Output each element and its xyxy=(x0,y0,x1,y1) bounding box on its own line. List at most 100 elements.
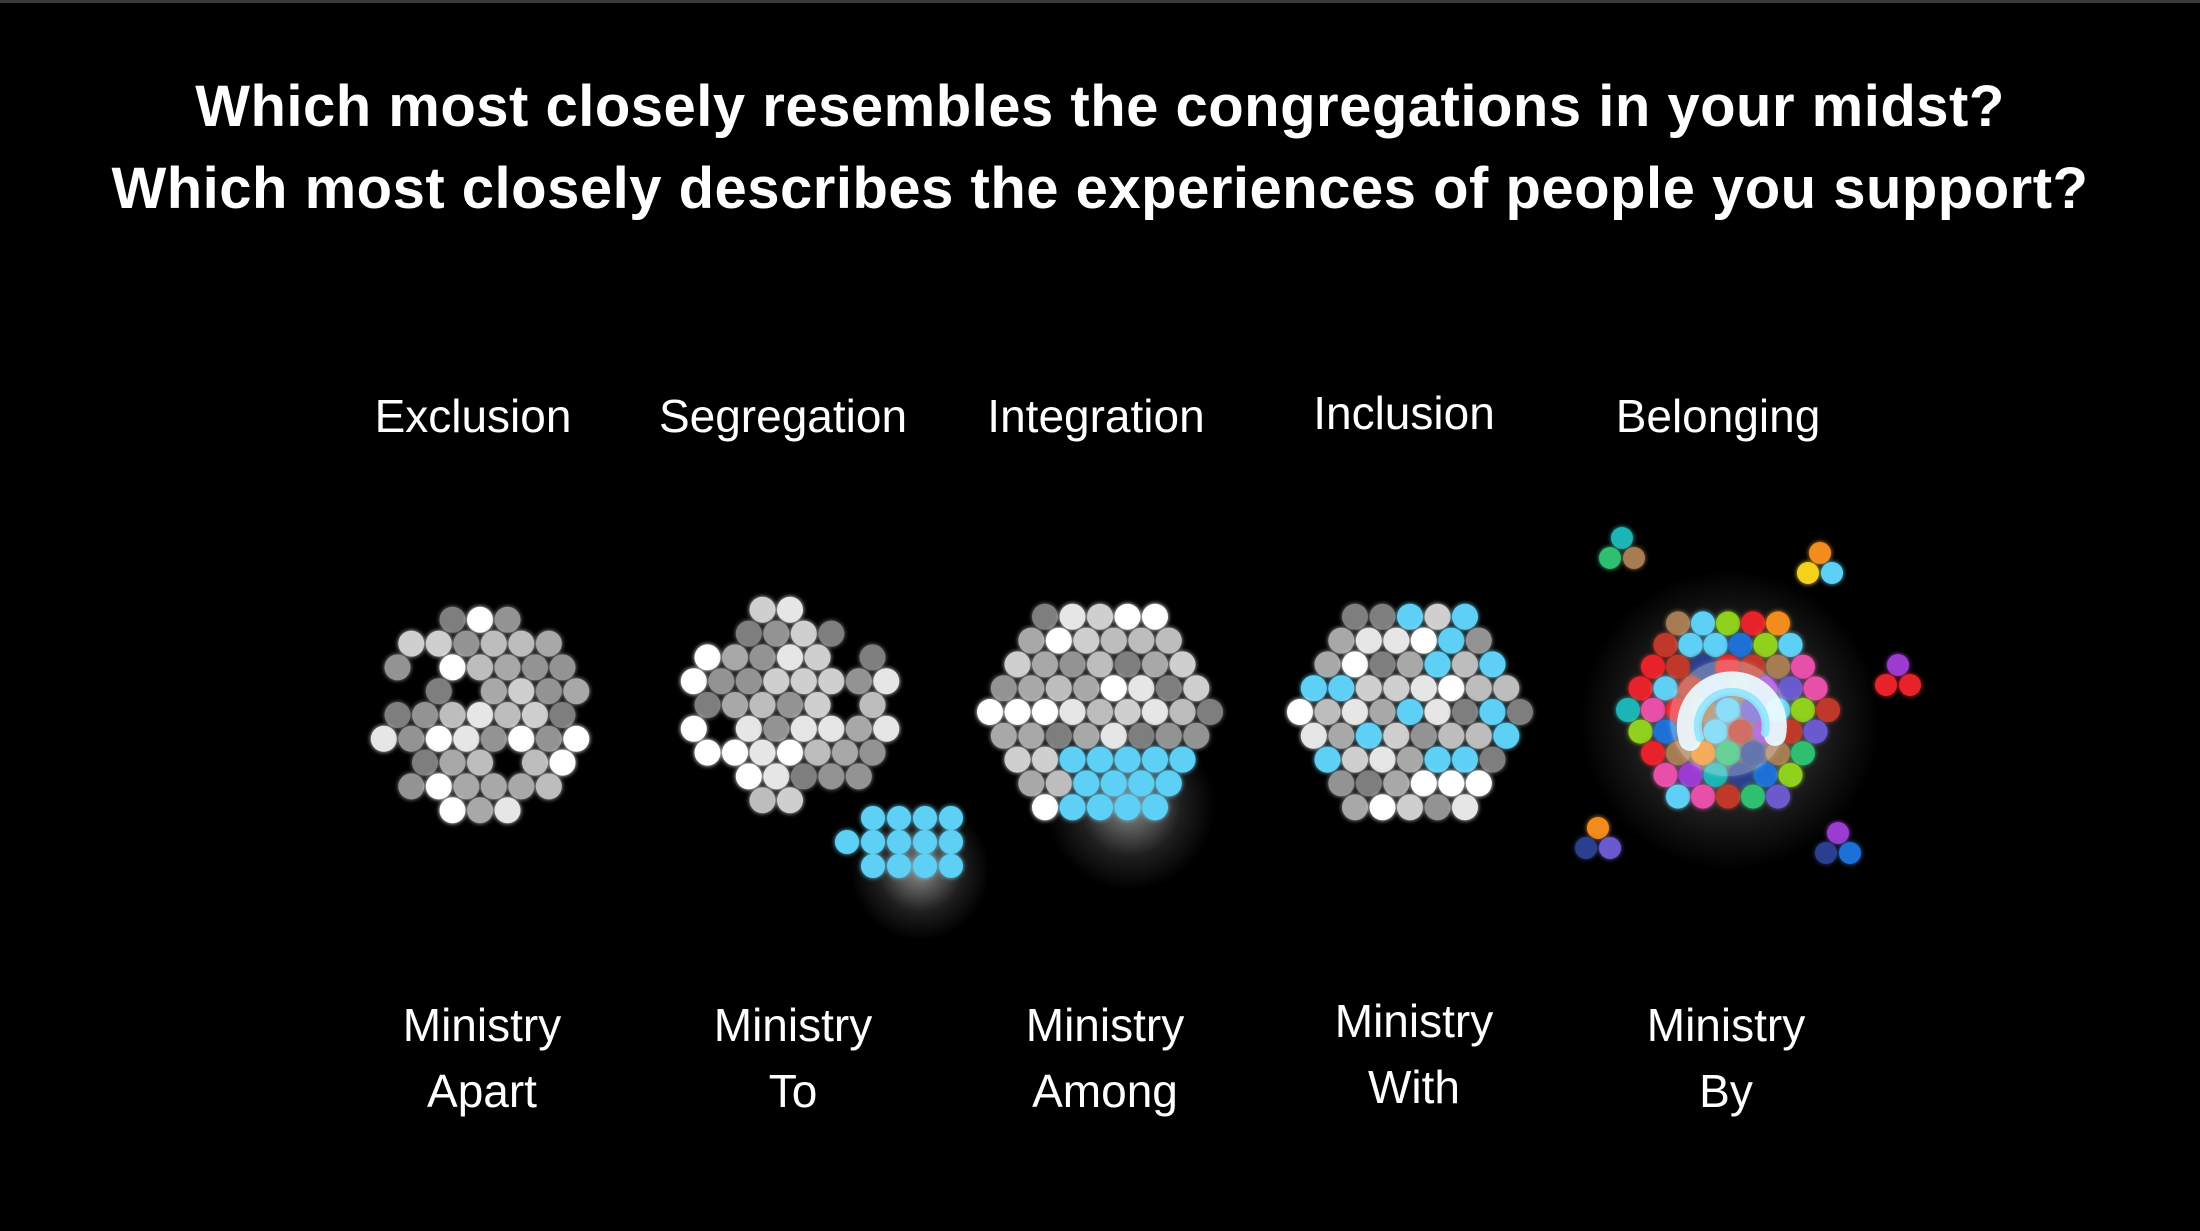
dot-color xyxy=(1599,837,1621,859)
dot-blue xyxy=(1479,651,1506,678)
dot-gray xyxy=(1369,651,1396,678)
dot-gray xyxy=(1465,722,1492,749)
dot-color xyxy=(1839,842,1861,864)
dot-gray xyxy=(804,739,831,766)
dot-gray xyxy=(1383,675,1410,702)
dot-gray xyxy=(1438,770,1465,797)
dot-gray xyxy=(777,596,803,623)
dot-gray xyxy=(749,787,776,814)
dot-gray xyxy=(735,668,762,695)
dot-gray xyxy=(1128,722,1155,749)
dot-gray xyxy=(453,773,480,800)
dot-blue xyxy=(1087,746,1113,773)
dot-color xyxy=(1887,654,1909,676)
dot-blue xyxy=(1397,699,1423,725)
dot-gray xyxy=(1424,603,1451,630)
dot-gray xyxy=(494,702,521,728)
dot-gray xyxy=(777,692,803,718)
dot-color xyxy=(1653,763,1678,787)
dot-gray xyxy=(439,654,466,681)
dot-color xyxy=(1666,611,1690,636)
dot-gray xyxy=(1032,746,1058,773)
dot-gray xyxy=(1342,651,1368,678)
dot-gray xyxy=(722,692,748,718)
dot-color xyxy=(1678,763,1703,787)
dot-gray xyxy=(467,654,493,681)
dot-color xyxy=(1816,698,1840,722)
dot-blue xyxy=(939,854,963,878)
dot-gray xyxy=(832,739,858,766)
dot-gray xyxy=(1438,675,1465,702)
dot-gray xyxy=(1342,794,1368,821)
dot-blue xyxy=(861,854,885,878)
dot-color xyxy=(1753,763,1778,787)
dot-color xyxy=(1691,784,1715,809)
dot-gray xyxy=(873,668,900,695)
dot-gray xyxy=(1114,651,1141,678)
label-segregation: Segregation xyxy=(658,390,908,442)
dot-blue xyxy=(1314,746,1341,773)
dot-color xyxy=(1778,763,1803,787)
dot-gray xyxy=(508,678,535,705)
dot-gray xyxy=(1355,770,1382,797)
dot-gray xyxy=(790,620,817,647)
dot-gray xyxy=(694,692,721,718)
dot-gray xyxy=(535,725,562,752)
dot-gray xyxy=(1424,794,1451,821)
dot-gray xyxy=(480,773,507,800)
dot-color xyxy=(1766,611,1790,636)
dot-gray xyxy=(563,725,590,752)
dot-gray xyxy=(1004,746,1031,773)
label-inclusion: Inclusion xyxy=(1313,387,1495,439)
dot-gray xyxy=(467,606,493,633)
dot-blue xyxy=(1493,722,1520,749)
dot-gray xyxy=(777,739,803,766)
dot-gray xyxy=(1018,770,1045,797)
dot-gray xyxy=(990,675,1017,702)
dot-gray xyxy=(425,773,452,800)
dot-gray xyxy=(412,702,438,728)
dot-gray xyxy=(1383,627,1410,654)
ministry-by-line1: Ministry xyxy=(1646,999,1806,1051)
dot-gray xyxy=(1342,699,1368,725)
dot-blue xyxy=(1424,746,1451,773)
dot-gray xyxy=(1032,699,1058,725)
dot-gray xyxy=(412,749,438,776)
dot-gray xyxy=(453,725,480,752)
dot-color xyxy=(1821,562,1843,584)
dot-blue xyxy=(887,806,911,830)
ministry-to: Ministry To xyxy=(633,992,953,1124)
dot-blue xyxy=(1155,770,1182,797)
dot-gray xyxy=(859,644,886,671)
dot-gray xyxy=(990,722,1017,749)
dot-gray xyxy=(818,668,845,695)
dot-color xyxy=(1875,674,1897,696)
dot-gray xyxy=(439,606,466,633)
dot-blue xyxy=(1355,722,1382,749)
dot-gray xyxy=(708,668,735,695)
ministry-apart: Ministry Apart xyxy=(322,992,642,1124)
dot-blue xyxy=(1300,675,1327,702)
dot-gray xyxy=(522,654,548,681)
dot-gray xyxy=(818,763,845,790)
dot-gray xyxy=(1328,627,1355,654)
dot-blue xyxy=(1424,651,1451,678)
dot-blue xyxy=(1100,770,1127,797)
dot-color xyxy=(1623,547,1645,569)
dot-gray xyxy=(749,644,776,671)
dot-gray xyxy=(480,678,507,705)
dot-color xyxy=(1678,633,1703,657)
ministry-among: Ministry Among xyxy=(945,992,1265,1124)
dot-color xyxy=(1616,698,1640,722)
dot-color xyxy=(1728,633,1753,657)
dot-gray xyxy=(749,596,776,623)
dot-color xyxy=(1666,784,1690,809)
dot-gray xyxy=(1004,651,1031,678)
dot-blue xyxy=(887,830,911,854)
dot-gray xyxy=(1155,675,1182,702)
ministry-to-line2: To xyxy=(768,1065,818,1117)
dot-gray xyxy=(1155,627,1182,654)
dot-gray xyxy=(1383,770,1410,797)
dot-color xyxy=(1653,633,1678,657)
dot-gray xyxy=(845,715,872,742)
